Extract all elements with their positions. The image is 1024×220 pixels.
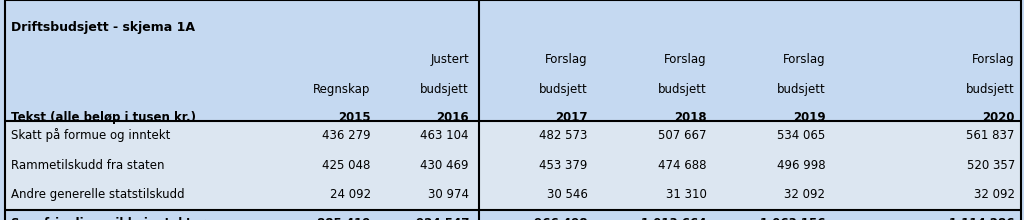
- Text: Tekst (alle beløp i tusen kr.): Tekst (alle beløp i tusen kr.): [11, 111, 197, 124]
- Text: 482 573: 482 573: [540, 129, 588, 142]
- Text: Forslag: Forslag: [782, 53, 825, 66]
- Text: 534 065: 534 065: [777, 129, 825, 142]
- Text: 2017: 2017: [555, 111, 588, 124]
- Text: budsjett: budsjett: [420, 82, 469, 96]
- Text: 463 104: 463 104: [421, 129, 469, 142]
- Bar: [5, 210, 1021, 220]
- Text: 430 469: 430 469: [421, 159, 469, 172]
- Text: 966 498: 966 498: [535, 217, 588, 220]
- Text: Andre generelle statstilskudd: Andre generelle statstilskudd: [11, 188, 185, 201]
- Text: 1 063 156: 1 063 156: [760, 217, 825, 220]
- Text: budsjett: budsjett: [776, 82, 825, 96]
- Text: 30 546: 30 546: [547, 188, 588, 201]
- Text: 425 048: 425 048: [323, 159, 371, 172]
- Text: 24 092: 24 092: [330, 188, 371, 201]
- Text: 474 688: 474 688: [658, 159, 707, 172]
- Text: Forslag: Forslag: [972, 53, 1015, 66]
- Bar: [5, 180, 1021, 210]
- Text: 2018: 2018: [674, 111, 707, 124]
- Text: Rammetilskudd fra staten: Rammetilskudd fra staten: [11, 159, 165, 172]
- Text: 885 419: 885 419: [317, 217, 371, 220]
- Text: 1 114 286: 1 114 286: [949, 217, 1015, 220]
- Text: Skatt på formue og inntekt: Skatt på formue og inntekt: [11, 128, 171, 142]
- Text: budsjett: budsjett: [539, 82, 588, 96]
- Text: 30 974: 30 974: [428, 188, 469, 201]
- Text: 924 547: 924 547: [416, 217, 469, 220]
- Text: 436 279: 436 279: [323, 129, 371, 142]
- Text: 453 379: 453 379: [540, 159, 588, 172]
- Text: Driftsbudsjett - skjema 1A: Driftsbudsjett - skjema 1A: [11, 21, 196, 34]
- Text: 2016: 2016: [436, 111, 469, 124]
- Text: Sum frie disponible inntekter: Sum frie disponible inntekter: [11, 217, 206, 220]
- Text: Regnskap: Regnskap: [313, 82, 371, 96]
- Text: 507 667: 507 667: [658, 129, 707, 142]
- Text: 2015: 2015: [338, 111, 371, 124]
- Bar: [5, 150, 1021, 180]
- Text: Forslag: Forslag: [545, 53, 588, 66]
- Text: 1 013 664: 1 013 664: [641, 217, 707, 220]
- Bar: [5, 0, 1021, 121]
- Text: 32 092: 32 092: [784, 188, 825, 201]
- Text: Justert: Justert: [430, 53, 469, 66]
- Text: 2020: 2020: [982, 111, 1015, 124]
- Bar: [5, 121, 1021, 150]
- Text: 32 092: 32 092: [974, 188, 1015, 201]
- Text: 520 357: 520 357: [967, 159, 1015, 172]
- Text: Forslag: Forslag: [664, 53, 707, 66]
- Text: 561 837: 561 837: [967, 129, 1015, 142]
- Text: 31 310: 31 310: [666, 188, 707, 201]
- Text: 2019: 2019: [793, 111, 825, 124]
- Text: budsjett: budsjett: [966, 82, 1015, 96]
- Text: 496 998: 496 998: [777, 159, 825, 172]
- Text: budsjett: budsjett: [657, 82, 707, 96]
